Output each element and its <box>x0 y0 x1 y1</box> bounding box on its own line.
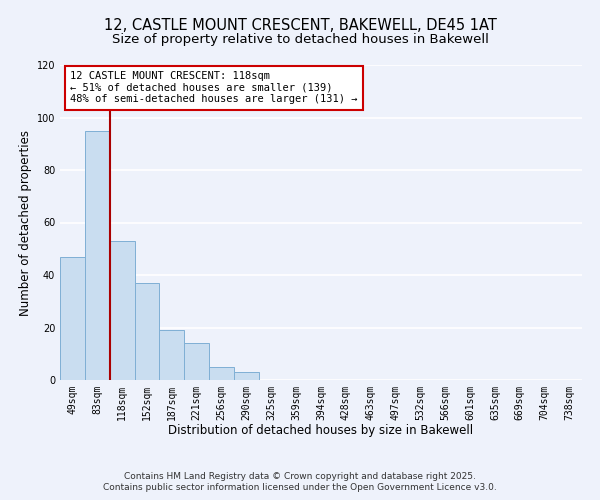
Bar <box>134 283 160 380</box>
Bar <box>85 130 110 380</box>
Text: Size of property relative to detached houses in Bakewell: Size of property relative to detached ho… <box>112 34 488 46</box>
Text: Contains public sector information licensed under the Open Government Licence v3: Contains public sector information licen… <box>103 484 497 492</box>
Y-axis label: Number of detached properties: Number of detached properties <box>19 130 32 316</box>
Text: Contains HM Land Registry data © Crown copyright and database right 2025.: Contains HM Land Registry data © Crown c… <box>124 472 476 481</box>
Bar <box>160 330 184 380</box>
Bar <box>184 343 209 380</box>
Bar <box>110 241 134 380</box>
Bar <box>209 367 234 380</box>
X-axis label: Distribution of detached houses by size in Bakewell: Distribution of detached houses by size … <box>169 424 473 438</box>
Text: 12 CASTLE MOUNT CRESCENT: 118sqm
← 51% of detached houses are smaller (139)
48% : 12 CASTLE MOUNT CRESCENT: 118sqm ← 51% o… <box>70 72 358 104</box>
Bar <box>234 372 259 380</box>
Bar <box>60 256 85 380</box>
Text: 12, CASTLE MOUNT CRESCENT, BAKEWELL, DE45 1AT: 12, CASTLE MOUNT CRESCENT, BAKEWELL, DE4… <box>104 18 496 32</box>
